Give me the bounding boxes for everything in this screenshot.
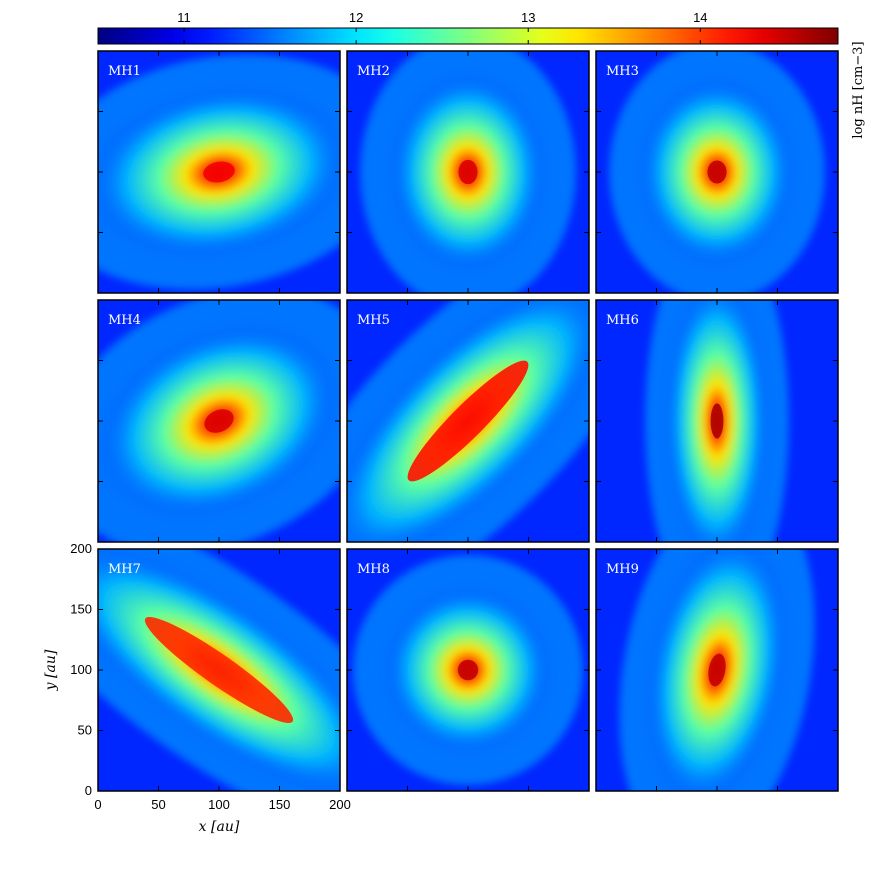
colorbar-label: log nH [cm−3] xyxy=(851,41,866,138)
heatmap-panel-mh1 xyxy=(98,51,340,293)
y-axis-label: y [au] xyxy=(43,649,59,691)
y-tick-label: 200 xyxy=(70,541,92,556)
x-tick-label: 200 xyxy=(329,797,351,812)
heatmap-panel-mh7 xyxy=(98,549,340,791)
heatmap-panel-mh4 xyxy=(98,300,340,542)
density-peak xyxy=(204,409,234,433)
density-peak xyxy=(710,403,724,439)
x-tick-label: 150 xyxy=(269,797,291,812)
colorbar-tick-label: 11 xyxy=(177,10,191,25)
x-axis-label: x [au] xyxy=(199,819,240,835)
panel-label: MH5 xyxy=(357,313,390,328)
y-tick-label: 50 xyxy=(78,723,92,738)
heatmap-panel-mh6 xyxy=(596,300,838,542)
panel-label: MH4 xyxy=(108,313,141,328)
heatmap-panel-mh5 xyxy=(347,300,589,542)
colorbar-tick-label: 12 xyxy=(349,10,363,25)
panel-label: MH1 xyxy=(108,64,141,79)
density-peak xyxy=(707,160,727,184)
x-tick-label: 100 xyxy=(208,797,230,812)
heatmap-panel-mh8 xyxy=(347,549,589,791)
density-peak xyxy=(457,659,479,681)
colorbar: 11 12 13 14 log nH [cm−3] xyxy=(97,10,866,139)
axes: MH1 MH2 MH3 MH4 MH5 MH6 MH7 MH8 MH9 0 50 100 150 200 0… xyxy=(43,50,839,835)
panel-label: MH8 xyxy=(357,562,390,577)
colorbar-tick-label: 13 xyxy=(521,10,535,25)
panel-label: MH2 xyxy=(357,64,390,79)
colorbar-tick-label: 14 xyxy=(693,10,707,25)
density-peak xyxy=(708,653,726,687)
heatmap-panel-mh9 xyxy=(596,549,838,791)
heatmap-panels xyxy=(98,51,838,791)
heatmap-panel-mh2 xyxy=(347,51,589,293)
x-tick-label: 50 xyxy=(151,797,165,812)
density-peak xyxy=(203,161,235,183)
density-peak xyxy=(407,360,529,482)
panel-label: MH6 xyxy=(606,313,639,328)
y-tick-label: 150 xyxy=(70,602,92,617)
panel-label: MH7 xyxy=(108,562,141,577)
y-tick-label: 100 xyxy=(70,662,92,677)
heatmap-panel-mh3 xyxy=(596,51,838,293)
y-tick-label: 0 xyxy=(85,783,92,798)
x-tick-label: 0 xyxy=(94,797,101,812)
colorbar-gradient xyxy=(97,27,839,45)
density-peak xyxy=(458,159,478,185)
panel-label: MH9 xyxy=(606,562,639,577)
density-peak xyxy=(144,616,294,724)
panel-label: MH3 xyxy=(606,64,639,79)
